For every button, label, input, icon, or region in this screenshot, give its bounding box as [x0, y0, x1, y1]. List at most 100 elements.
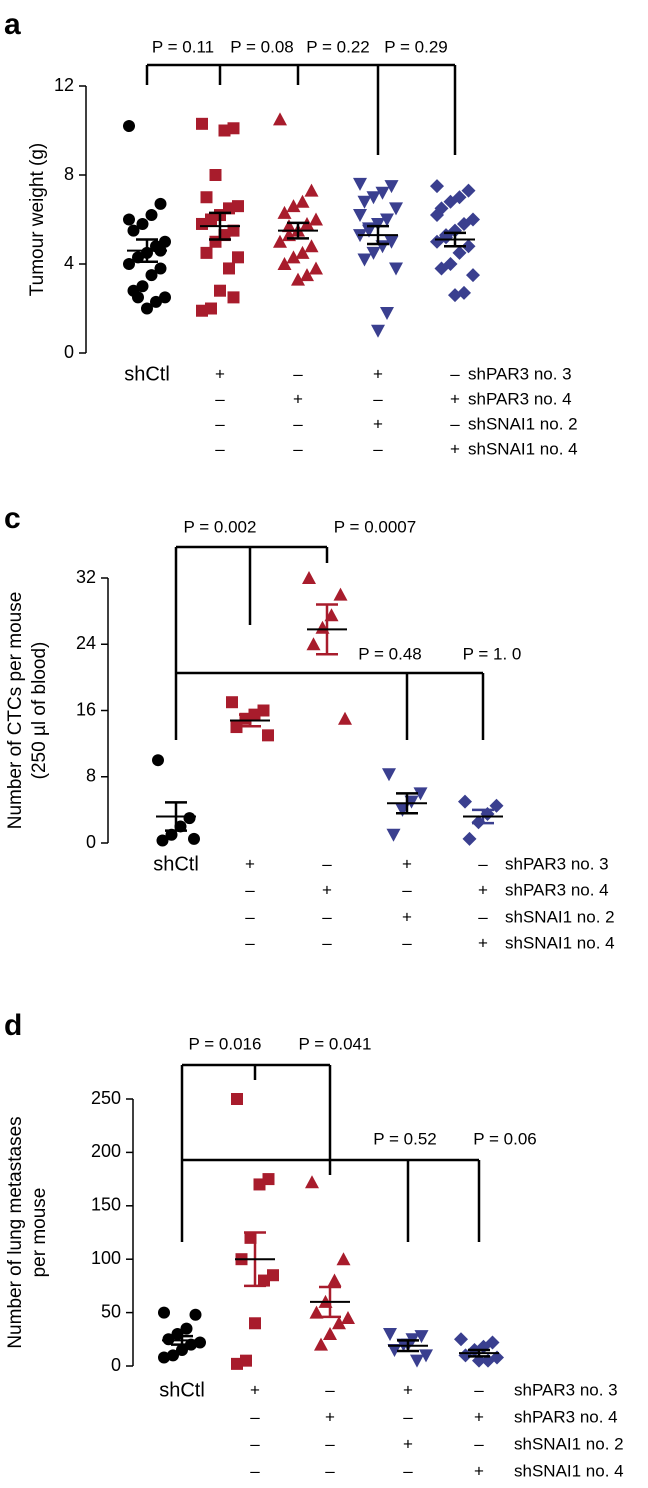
condition-cell: – — [215, 389, 225, 408]
p-value-label: P = 0.52 — [373, 1129, 437, 1148]
panel-letter: a — [4, 8, 21, 41]
condition-cell: + — [403, 1434, 413, 1453]
data-point — [384, 235, 399, 249]
data-point — [227, 122, 240, 135]
data-point — [154, 197, 167, 210]
condition-cell: – — [402, 933, 412, 952]
condition-cell: – — [293, 439, 303, 458]
data-point — [389, 262, 403, 276]
data-point — [156, 834, 169, 847]
condition-cell: – — [402, 880, 412, 899]
data-point — [304, 239, 319, 253]
condition-cell: + — [402, 854, 412, 873]
data-point — [382, 768, 396, 782]
data-point — [410, 1354, 424, 1368]
data-point — [338, 711, 352, 725]
data-point — [132, 251, 144, 264]
p-value-label: P = 0.08 — [230, 37, 294, 56]
data-point — [413, 787, 428, 801]
condition-label: shSNAI1 no. 2 — [505, 907, 615, 926]
data-point — [196, 217, 208, 230]
y-axis-label: per mouse — [29, 1188, 50, 1278]
data-point — [452, 245, 467, 260]
data-point — [136, 217, 149, 230]
condition-cell: – — [474, 1434, 484, 1453]
data-point — [231, 1357, 243, 1370]
data-point — [419, 1349, 433, 1363]
panel-letter: d — [4, 1009, 22, 1042]
data-point — [127, 224, 140, 237]
condition-label: shSNAI1 no. 4 — [505, 933, 615, 952]
data-point — [357, 195, 372, 209]
condition-label: shPAR3 no. 3 — [505, 854, 609, 873]
condition-label: shPAR3 no. 3 — [468, 364, 572, 383]
data-point — [209, 169, 222, 181]
condition-cell: – — [450, 414, 460, 433]
data-point — [249, 1317, 261, 1330]
condition-cell: – — [245, 880, 255, 899]
condition-label: shPAR3 no. 4 — [505, 880, 609, 899]
y-tick-label: 250 — [91, 1088, 121, 1108]
y-axis-label: Number of lung metastases — [5, 1116, 26, 1348]
data-point — [176, 1343, 188, 1356]
condition-cell: + — [373, 414, 383, 433]
data-point — [332, 1316, 346, 1330]
condition-label: shPAR3 no. 4 — [514, 1407, 618, 1426]
condition-label: shSNAI1 no. 2 — [468, 414, 578, 433]
p-value-label: P = 0.06 — [473, 1129, 537, 1148]
data-point — [230, 721, 243, 734]
data-point — [304, 183, 319, 197]
data-point — [371, 217, 385, 231]
data-point — [152, 754, 164, 767]
data-point — [141, 302, 153, 315]
data-point — [389, 202, 403, 216]
y-tick-label: 0 — [86, 832, 96, 852]
y-tick-label: 4 — [64, 253, 74, 273]
data-point — [430, 208, 444, 223]
p-value-label: P = 1. 0 — [463, 644, 522, 663]
data-point — [183, 812, 196, 825]
condition-cell: + — [474, 1461, 484, 1480]
condition-cell: + — [402, 907, 412, 926]
data-point — [353, 177, 367, 191]
data-point — [145, 209, 158, 222]
data-point — [231, 1093, 243, 1105]
data-point — [286, 199, 301, 213]
data-point — [189, 1308, 202, 1321]
condition-cell: – — [474, 1380, 484, 1399]
data-point — [366, 246, 381, 260]
condition-cell: shCtl — [153, 853, 199, 875]
condition-label: shSNAI1 no. 2 — [514, 1434, 624, 1453]
data-point — [430, 179, 444, 194]
data-point — [458, 1348, 473, 1363]
condition-cell: + — [293, 389, 303, 408]
y-tick-label: 0 — [111, 1355, 121, 1375]
condition-cell: – — [293, 414, 303, 433]
condition-cell: – — [478, 854, 488, 873]
data-point — [462, 831, 477, 846]
y-tick-label: 50 — [101, 1301, 121, 1321]
condition-cell: – — [325, 1461, 335, 1480]
data-point — [158, 1351, 170, 1364]
data-point — [227, 291, 240, 304]
p-value-label: P = 0.041 — [299, 1034, 372, 1053]
data-point — [448, 288, 462, 303]
y-axis-label: Number of CTCs per mouse — [5, 592, 26, 830]
y-tick-label: 0 — [64, 342, 74, 362]
data-point — [443, 194, 458, 209]
data-point — [286, 250, 301, 264]
p-value-label: P = 0.0007 — [334, 517, 416, 536]
data-point — [196, 304, 208, 317]
data-point — [150, 295, 162, 308]
data-point — [123, 120, 135, 133]
data-point — [218, 124, 231, 137]
data-point — [295, 245, 310, 259]
p-value-label: P = 0.29 — [384, 37, 448, 56]
data-point — [380, 306, 394, 320]
data-point — [262, 729, 274, 742]
condition-cell: – — [322, 907, 332, 926]
data-point — [277, 257, 292, 270]
condition-cell: – — [322, 854, 332, 873]
y-tick-label: 12 — [54, 75, 74, 95]
